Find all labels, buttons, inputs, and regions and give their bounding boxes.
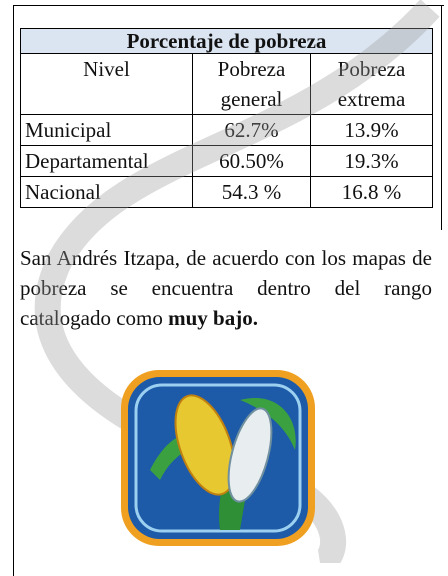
poverty-table: Porcentaje de pobreza Nivel Pobreza gene… (20, 28, 433, 208)
cell: 60.50% (192, 145, 311, 177)
cell: 54.3 % (192, 176, 311, 208)
header-cell: Pobreza general (192, 53, 311, 115)
graphics (34, 0, 440, 563)
table-title: Porcentaje de pobreza (20, 28, 433, 54)
logo-inner (134, 383, 302, 533)
page: Porcentaje de pobreza Nivel Pobreza gene… (13, 0, 444, 576)
cell: 16.8 % (310, 176, 433, 208)
corn-logo (121, 370, 315, 546)
paragraph-text: San Andrés Itzapa, de acuerdo con los ma… (20, 246, 432, 330)
paragraph: San Andrés Itzapa, de acuerdo con los ma… (20, 243, 432, 333)
frame (13, 5, 444, 576)
header-cell: Nivel (20, 53, 193, 115)
frame-line (441, 5, 442, 230)
paragraph-bold: muy bajo. (168, 306, 258, 330)
cell: 13.9% (310, 114, 433, 146)
leaf (240, 398, 296, 450)
cell: Nacional (20, 176, 193, 208)
header-cell: Pobreza extrema (310, 53, 433, 115)
watermark (34, 0, 440, 563)
corn-yellow (174, 394, 236, 496)
cell: Municipal (20, 114, 193, 146)
corn-white (227, 407, 273, 503)
cell: Departamental (20, 145, 193, 177)
